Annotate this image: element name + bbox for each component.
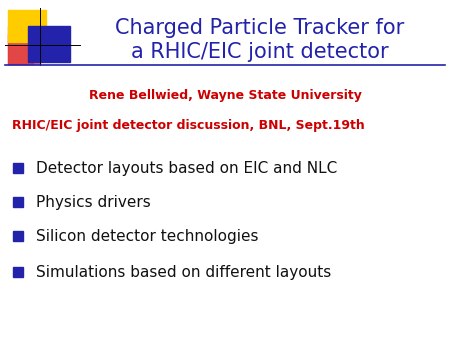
- Text: Physics drivers: Physics drivers: [36, 194, 151, 210]
- Bar: [28, 26, 70, 62]
- Bar: [8, 26, 40, 64]
- Text: Silicon detector technologies: Silicon detector technologies: [36, 228, 258, 243]
- Text: a RHIC/EIC joint detector: a RHIC/EIC joint detector: [131, 42, 389, 62]
- Text: Detector layouts based on EIC and NLC: Detector layouts based on EIC and NLC: [36, 161, 337, 175]
- Text: RHIC/EIC joint detector discussion, BNL, Sept.19th: RHIC/EIC joint detector discussion, BNL,…: [12, 119, 365, 131]
- Text: Rene Bellwied, Wayne State University: Rene Bellwied, Wayne State University: [89, 89, 361, 101]
- Bar: [13, 163, 23, 173]
- Text: Simulations based on different layouts: Simulations based on different layouts: [36, 265, 331, 280]
- Text: Charged Particle Tracker for: Charged Particle Tracker for: [115, 18, 405, 38]
- Bar: [13, 231, 23, 241]
- Bar: [8, 34, 33, 64]
- Bar: [8, 10, 46, 42]
- Bar: [13, 267, 23, 277]
- Bar: [13, 197, 23, 207]
